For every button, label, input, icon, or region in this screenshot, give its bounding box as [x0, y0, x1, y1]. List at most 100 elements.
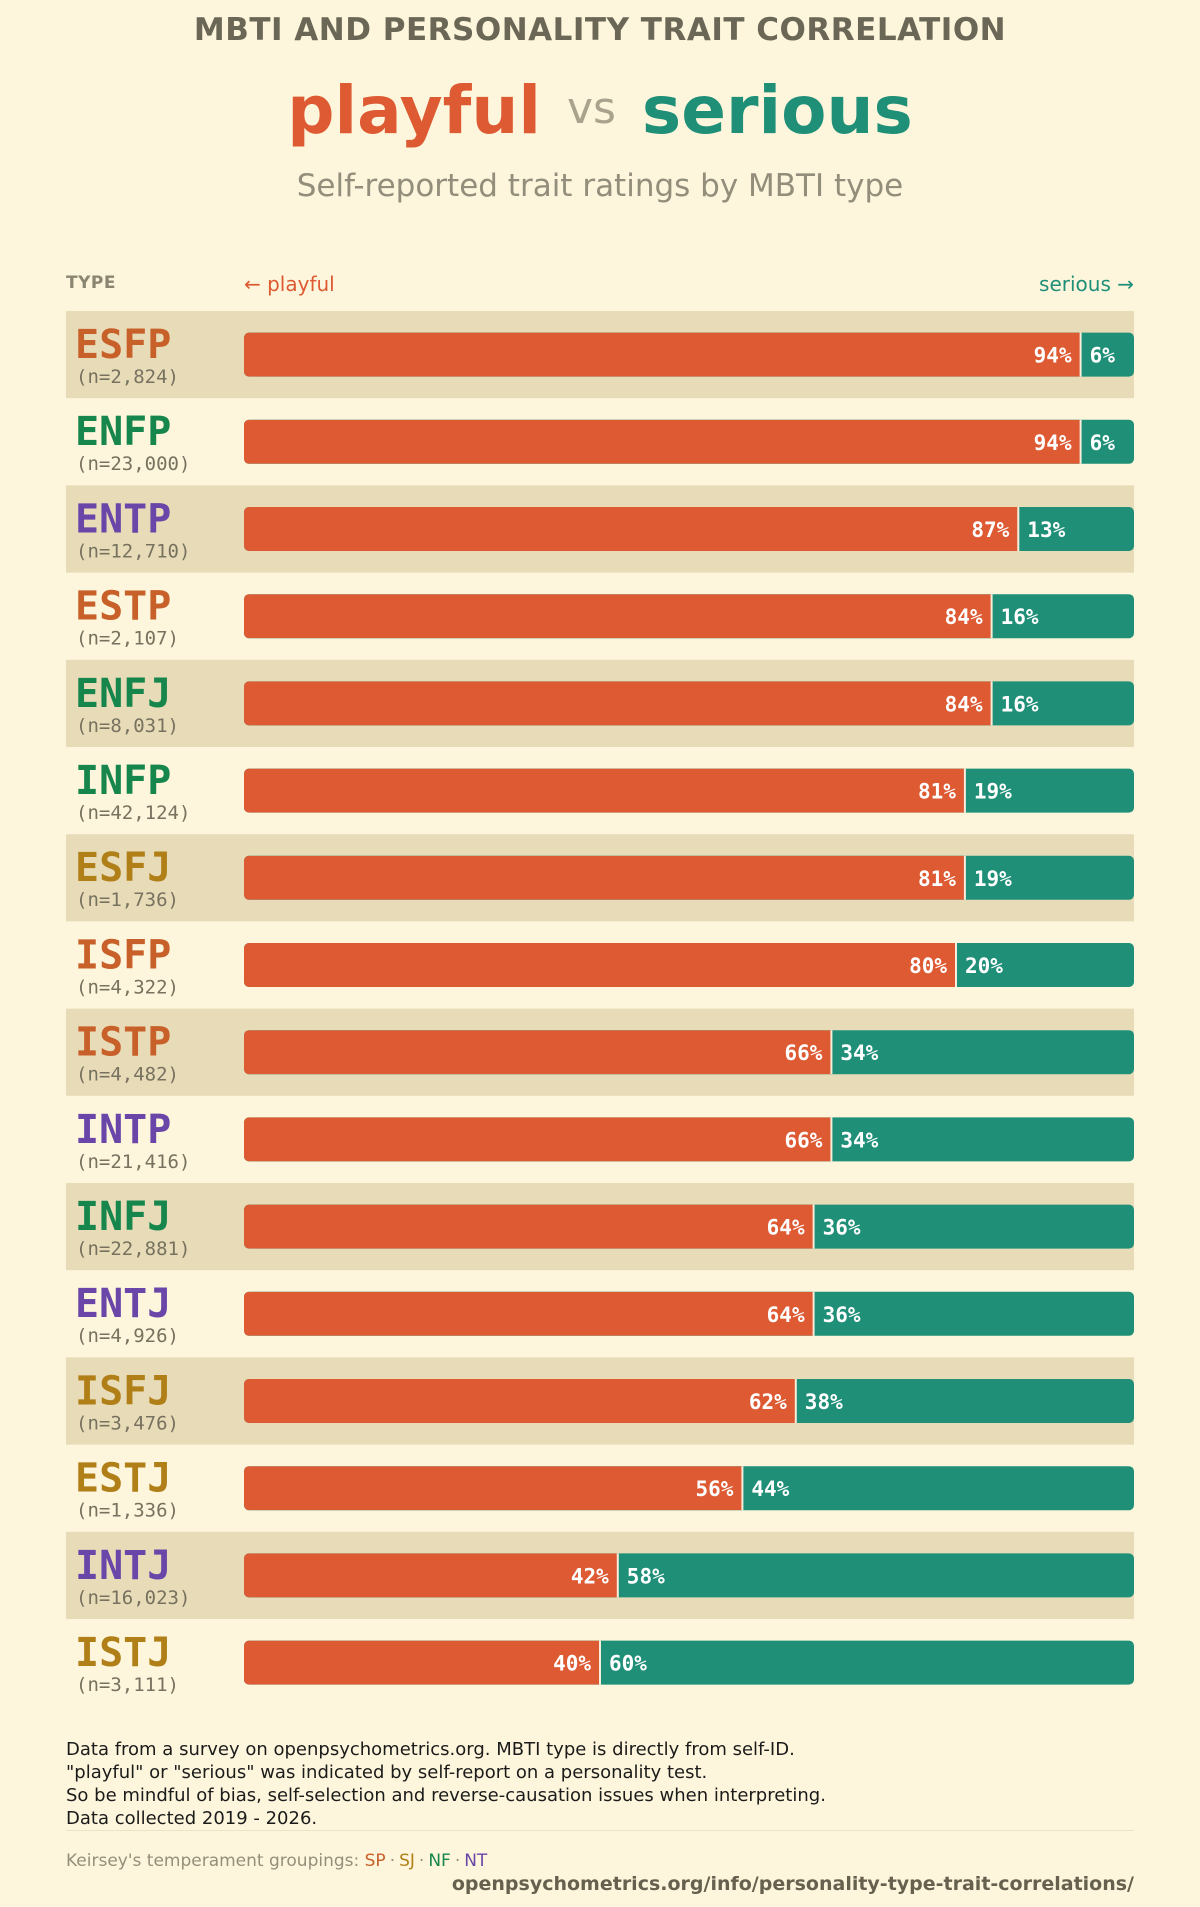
sample-size-label: (n=21,416): [76, 1151, 190, 1173]
serious-value-label: 60%: [609, 1652, 647, 1676]
playful-value-label: 66%: [784, 1128, 822, 1152]
bar-row-intp: 66% 34% INTP(n=21,416): [75, 1107, 1134, 1173]
bar-divider: [1017, 507, 1020, 551]
bar-row-isfp: 80% 20% ISFP(n=4,322): [75, 932, 1134, 998]
bar-playful: [244, 507, 1019, 551]
serious-value-label: 6%: [1090, 344, 1116, 368]
footnote-line-1: Data from a survey on openpsychometrics.…: [66, 1739, 795, 1760]
playful-value-label: 64%: [767, 1216, 805, 1240]
sample-size-label: (n=12,710): [76, 540, 190, 562]
bar-playful: [244, 1640, 600, 1685]
bar-row-istj: 40% 60% ISTJ(n=3,111): [75, 1630, 1134, 1696]
bar-playful: [244, 1291, 814, 1336]
sample-size-label: (n=4,482): [76, 1064, 179, 1086]
bar-playful: [244, 768, 965, 813]
serious-value-label: 34%: [840, 1041, 878, 1065]
bar-divider: [741, 1466, 744, 1511]
type-label: ISFP: [75, 932, 171, 978]
bar-divider: [963, 855, 966, 900]
serious-value-label: 34%: [840, 1128, 878, 1152]
bar-row-enfp: 94% 6% ENFP(n=23,000): [75, 409, 1134, 475]
type-label: ISTJ: [75, 1630, 171, 1676]
bar-divider: [812, 1291, 815, 1336]
type-label: INTP: [75, 1107, 171, 1153]
bar-row-esfp: 94% 6% ESFP(n=2,824): [66, 311, 1134, 399]
sample-size-label: (n=4,322): [76, 976, 179, 998]
headline-playful: playful: [287, 72, 541, 149]
stacked-bar-chart: 94% 6% ESFP(n=2,824) 94% 6% ENFP(n=23,000) 87%…: [66, 311, 1134, 1696]
bar-divider: [1079, 332, 1082, 377]
bar-divider: [830, 1117, 833, 1162]
legend-group-nt: NT: [464, 1851, 488, 1871]
bar-divider: [990, 594, 993, 639]
chart-subtitle: Self-reported trait ratings by MBTI type: [296, 168, 904, 204]
type-label: ESFJ: [75, 845, 171, 891]
bar-row-infj: 64% 36% INFJ(n=22,881): [66, 1183, 1134, 1271]
headline: playful vs serious: [0, 72, 1200, 149]
legend-separator: ·: [454, 1851, 461, 1871]
legend-separator: ·: [418, 1851, 425, 1871]
type-label: ISTP: [75, 1020, 171, 1066]
footnote-line-3: So be mindful of bias, self-selection an…: [66, 1785, 826, 1806]
type-label: ESFP: [75, 322, 171, 368]
bar-playful: [244, 1379, 796, 1423]
bar-row-estp: 84% 16% ESTP(n=2,107): [75, 584, 1134, 650]
playful-value-label: 40%: [553, 1652, 591, 1676]
bar-playful: [244, 1030, 832, 1075]
playful-value-label: 64%: [767, 1303, 805, 1327]
serious-value-label: 6%: [1090, 431, 1116, 455]
bar-playful: [244, 1553, 618, 1598]
playful-value-label: 84%: [945, 692, 983, 716]
playful-value-label: 81%: [918, 867, 956, 891]
serious-value-label: 20%: [965, 954, 1003, 978]
serious-value-label: 36%: [823, 1216, 861, 1240]
bar-playful: [244, 332, 1081, 377]
legend-groups: SP · SJ · NF · NT: [365, 1851, 488, 1871]
serious-value-label: 58%: [627, 1564, 665, 1588]
source-link[interactable]: openpsychometrics.org/info/personality-t…: [451, 1873, 1134, 1895]
sample-size-label: (n=22,881): [76, 1238, 190, 1260]
bar-playful: [244, 419, 1081, 464]
playful-value-label: 80%: [909, 954, 947, 978]
bar-row-enfj: 84% 16% ENFJ(n=8,031): [66, 659, 1134, 747]
serious-value-label: 38%: [805, 1390, 843, 1414]
sample-size-label: (n=1,336): [76, 1500, 179, 1522]
bar-divider: [830, 1030, 833, 1075]
divider: [66, 1830, 1134, 1831]
legend-prefix: Keirsey's temperament groupings:: [66, 1851, 360, 1871]
bar-divider: [794, 1379, 797, 1423]
serious-value-label: 19%: [974, 867, 1012, 891]
playful-value-label: 94%: [1034, 344, 1072, 368]
serious-value-label: 44%: [751, 1477, 789, 1501]
headline-vs: vs: [566, 83, 616, 134]
playful-value-label: 94%: [1034, 431, 1072, 455]
bar-playful: [244, 855, 965, 900]
legend-group-nf: NF: [428, 1851, 451, 1871]
bar-divider: [599, 1640, 601, 1685]
sample-size-label: (n=16,023): [76, 1587, 190, 1609]
type-label: INTJ: [75, 1543, 171, 1589]
legend-group-sp: SP: [364, 1851, 386, 1871]
type-label: ENFJ: [75, 671, 171, 717]
footnote-line-2: "playful" or "serious" was indicated by …: [66, 1762, 708, 1783]
playful-value-label: 84%: [945, 605, 983, 629]
bar-row-istp: 66% 34% ISTP(n=4,482): [66, 1008, 1134, 1096]
bar-playful: [244, 1466, 743, 1511]
sample-size-label: (n=2,824): [76, 366, 179, 388]
column-header-serious: serious →: [1039, 272, 1134, 296]
playful-value-label: 62%: [749, 1390, 787, 1414]
bar-row-entp: 87% 13% ENTP(n=12,710): [66, 485, 1134, 573]
bar-playful: [244, 594, 992, 639]
headline-serious: serious: [641, 72, 913, 149]
type-label: INFP: [75, 758, 171, 804]
sample-size-label: (n=2,107): [76, 628, 179, 650]
playful-value-label: 87%: [971, 518, 1009, 542]
type-label: ENTJ: [75, 1281, 171, 1327]
sample-size-label: (n=8,031): [76, 715, 179, 737]
type-label: ENTP: [75, 496, 171, 542]
bar-divider: [616, 1553, 619, 1598]
bar-row-infp: 81% 19% INFP(n=42,124): [75, 758, 1134, 824]
serious-value-label: 36%: [823, 1303, 861, 1327]
bar-divider: [963, 768, 966, 813]
